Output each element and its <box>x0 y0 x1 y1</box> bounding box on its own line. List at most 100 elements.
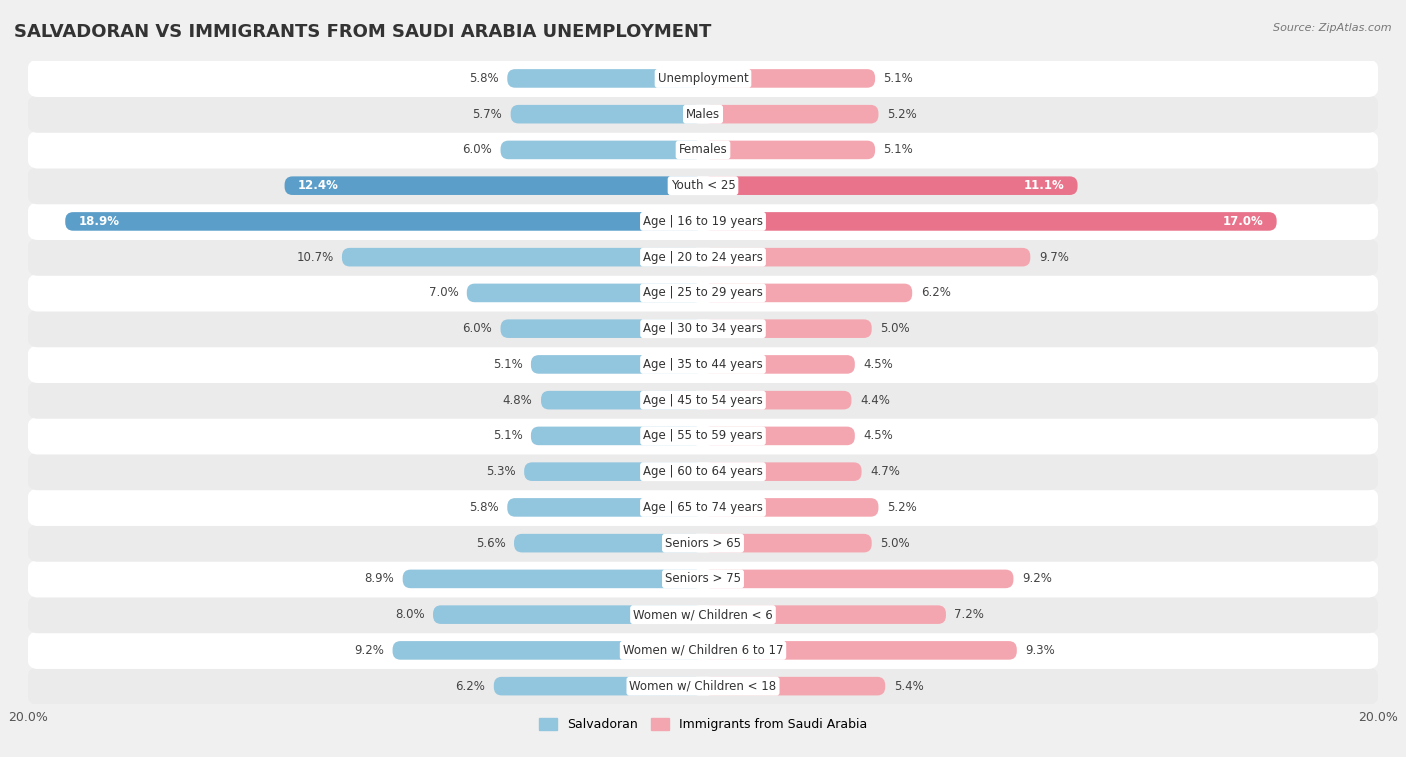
Text: Age | 20 to 24 years: Age | 20 to 24 years <box>643 251 763 263</box>
FancyBboxPatch shape <box>508 498 703 517</box>
FancyBboxPatch shape <box>28 382 1378 419</box>
FancyBboxPatch shape <box>703 534 872 553</box>
FancyBboxPatch shape <box>28 668 1378 705</box>
Text: Youth < 25: Youth < 25 <box>671 179 735 192</box>
FancyBboxPatch shape <box>494 677 703 696</box>
Text: Age | 25 to 29 years: Age | 25 to 29 years <box>643 286 763 300</box>
FancyBboxPatch shape <box>28 632 1378 669</box>
Text: 7.2%: 7.2% <box>955 608 984 621</box>
FancyBboxPatch shape <box>508 69 703 88</box>
Text: 5.1%: 5.1% <box>492 429 523 442</box>
Text: 9.2%: 9.2% <box>1022 572 1052 585</box>
FancyBboxPatch shape <box>28 167 1378 204</box>
Text: 7.0%: 7.0% <box>429 286 458 300</box>
Text: 10.7%: 10.7% <box>297 251 333 263</box>
FancyBboxPatch shape <box>703 248 1031 266</box>
FancyBboxPatch shape <box>703 606 946 624</box>
Text: Age | 30 to 34 years: Age | 30 to 34 years <box>643 322 763 335</box>
FancyBboxPatch shape <box>703 176 1077 195</box>
Text: Source: ZipAtlas.com: Source: ZipAtlas.com <box>1274 23 1392 33</box>
FancyBboxPatch shape <box>703 284 912 302</box>
Text: 4.7%: 4.7% <box>870 465 900 478</box>
FancyBboxPatch shape <box>531 427 703 445</box>
Text: Women w/ Children < 6: Women w/ Children < 6 <box>633 608 773 621</box>
Text: Age | 45 to 54 years: Age | 45 to 54 years <box>643 394 763 407</box>
FancyBboxPatch shape <box>703 212 1277 231</box>
Text: Age | 60 to 64 years: Age | 60 to 64 years <box>643 465 763 478</box>
Text: 5.8%: 5.8% <box>470 501 499 514</box>
Text: 5.2%: 5.2% <box>887 501 917 514</box>
FancyBboxPatch shape <box>28 238 1378 276</box>
Text: 5.0%: 5.0% <box>880 322 910 335</box>
FancyBboxPatch shape <box>28 310 1378 347</box>
FancyBboxPatch shape <box>510 105 703 123</box>
FancyBboxPatch shape <box>703 391 852 410</box>
FancyBboxPatch shape <box>515 534 703 553</box>
FancyBboxPatch shape <box>28 95 1378 132</box>
Text: 17.0%: 17.0% <box>1222 215 1263 228</box>
Text: 5.3%: 5.3% <box>486 465 516 478</box>
Text: 5.4%: 5.4% <box>894 680 924 693</box>
FancyBboxPatch shape <box>703 498 879 517</box>
FancyBboxPatch shape <box>703 355 855 374</box>
Text: 5.1%: 5.1% <box>492 358 523 371</box>
Text: Seniors > 65: Seniors > 65 <box>665 537 741 550</box>
FancyBboxPatch shape <box>703 141 875 159</box>
FancyBboxPatch shape <box>28 346 1378 383</box>
FancyBboxPatch shape <box>402 569 703 588</box>
Text: Age | 55 to 59 years: Age | 55 to 59 years <box>643 429 763 442</box>
FancyBboxPatch shape <box>703 427 855 445</box>
FancyBboxPatch shape <box>541 391 703 410</box>
Text: 5.8%: 5.8% <box>470 72 499 85</box>
Text: 8.0%: 8.0% <box>395 608 425 621</box>
Text: 5.7%: 5.7% <box>472 107 502 120</box>
Text: 4.8%: 4.8% <box>503 394 533 407</box>
Text: SALVADORAN VS IMMIGRANTS FROM SAUDI ARABIA UNEMPLOYMENT: SALVADORAN VS IMMIGRANTS FROM SAUDI ARAB… <box>14 23 711 41</box>
Text: 18.9%: 18.9% <box>79 215 120 228</box>
Text: Seniors > 75: Seniors > 75 <box>665 572 741 585</box>
FancyBboxPatch shape <box>28 525 1378 562</box>
Text: 6.2%: 6.2% <box>921 286 950 300</box>
Text: 11.1%: 11.1% <box>1024 179 1064 192</box>
Text: 6.2%: 6.2% <box>456 680 485 693</box>
Text: 5.2%: 5.2% <box>887 107 917 120</box>
Text: Males: Males <box>686 107 720 120</box>
FancyBboxPatch shape <box>433 606 703 624</box>
Text: Age | 16 to 19 years: Age | 16 to 19 years <box>643 215 763 228</box>
Text: Age | 35 to 44 years: Age | 35 to 44 years <box>643 358 763 371</box>
Text: 4.5%: 4.5% <box>863 429 893 442</box>
FancyBboxPatch shape <box>703 319 872 338</box>
FancyBboxPatch shape <box>28 417 1378 454</box>
Text: 9.7%: 9.7% <box>1039 251 1069 263</box>
Text: 5.1%: 5.1% <box>883 72 914 85</box>
FancyBboxPatch shape <box>342 248 703 266</box>
FancyBboxPatch shape <box>65 212 703 231</box>
Text: 4.4%: 4.4% <box>860 394 890 407</box>
FancyBboxPatch shape <box>501 319 703 338</box>
Text: 9.2%: 9.2% <box>354 644 384 657</box>
FancyBboxPatch shape <box>28 274 1378 312</box>
Text: 4.5%: 4.5% <box>863 358 893 371</box>
Text: Unemployment: Unemployment <box>658 72 748 85</box>
Text: 8.9%: 8.9% <box>364 572 394 585</box>
FancyBboxPatch shape <box>524 463 703 481</box>
FancyBboxPatch shape <box>28 203 1378 240</box>
Text: 6.0%: 6.0% <box>463 322 492 335</box>
Text: 5.1%: 5.1% <box>883 143 914 157</box>
Text: 6.0%: 6.0% <box>463 143 492 157</box>
FancyBboxPatch shape <box>703 69 875 88</box>
FancyBboxPatch shape <box>703 463 862 481</box>
FancyBboxPatch shape <box>28 132 1378 169</box>
Text: Age | 65 to 74 years: Age | 65 to 74 years <box>643 501 763 514</box>
Text: 9.3%: 9.3% <box>1025 644 1054 657</box>
FancyBboxPatch shape <box>467 284 703 302</box>
FancyBboxPatch shape <box>703 641 1017 659</box>
FancyBboxPatch shape <box>501 141 703 159</box>
Text: Women w/ Children < 18: Women w/ Children < 18 <box>630 680 776 693</box>
Text: Women w/ Children 6 to 17: Women w/ Children 6 to 17 <box>623 644 783 657</box>
FancyBboxPatch shape <box>703 569 1014 588</box>
FancyBboxPatch shape <box>28 596 1378 633</box>
FancyBboxPatch shape <box>28 453 1378 491</box>
FancyBboxPatch shape <box>28 489 1378 526</box>
FancyBboxPatch shape <box>284 176 703 195</box>
